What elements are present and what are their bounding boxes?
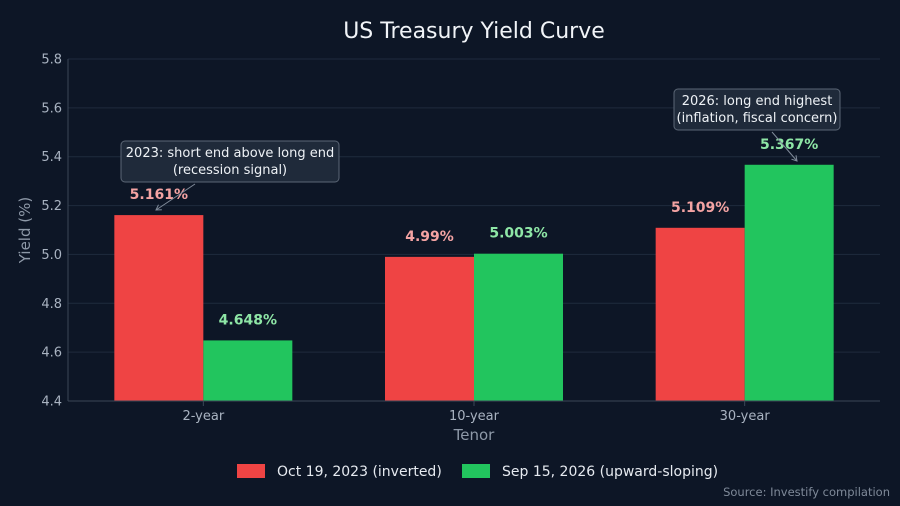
y-axis-label: Yield (%) bbox=[16, 197, 34, 264]
x-axis-label: Tenor bbox=[453, 426, 496, 444]
axes bbox=[67, 59, 880, 406]
bar bbox=[655, 227, 745, 401]
bars bbox=[114, 164, 834, 401]
annotation-box bbox=[673, 88, 841, 131]
annotations: 2023: short end above long end (recession… bbox=[120, 88, 841, 211]
legend-swatch bbox=[462, 464, 490, 478]
y-tick-label: 5.6 bbox=[41, 101, 62, 116]
data-label: 4.648% bbox=[219, 312, 277, 328]
bar bbox=[203, 340, 293, 401]
data-label: 5.367% bbox=[760, 137, 818, 153]
bar bbox=[385, 256, 474, 401]
annotation-arrowhead bbox=[791, 155, 798, 162]
x-tick-label: 30-year bbox=[720, 409, 771, 424]
y-tick-label: 5.4 bbox=[41, 150, 62, 165]
legend-label: Oct 19, 2023 (inverted) bbox=[277, 464, 442, 480]
annotation-text: (recession signal) bbox=[173, 163, 287, 178]
y-tick-label: 4.4 bbox=[41, 395, 62, 410]
legend: Oct 19, 2023 (inverted) Sep 15, 2026 (upw… bbox=[237, 464, 718, 480]
y-tick-label: 5.0 bbox=[41, 248, 62, 263]
data-labels: 5.161% 4.648% 4.99% 5.003% 5.109% 5.367% bbox=[130, 137, 819, 329]
y-tick-label: 4.8 bbox=[41, 297, 62, 312]
annotation-text: (inflation, fiscal concern) bbox=[677, 111, 838, 126]
chart-title: US Treasury Yield Curve bbox=[343, 19, 605, 44]
x-tick-label: 2-year bbox=[182, 409, 224, 424]
data-label: 4.99% bbox=[405, 229, 454, 245]
data-label: 5.109% bbox=[671, 200, 729, 216]
y-tick-label: 5.8 bbox=[41, 53, 62, 68]
annotation-arrow bbox=[771, 131, 798, 162]
legend-label: Sep 15, 2026 (upward-sloping) bbox=[502, 464, 718, 480]
annotation-text: 2023: short end above long end bbox=[126, 146, 334, 161]
tick-labels: 4.4 4.6 4.8 5.0 5.2 5.4 5.6 5.8 2-year 10-year 30-… bbox=[41, 53, 770, 425]
annotation-arrow bbox=[155, 183, 196, 211]
x-tick-label: 10-year bbox=[449, 409, 500, 424]
bar bbox=[474, 253, 563, 401]
source-note: Source: Investify compilation bbox=[723, 485, 890, 499]
data-label: 5.003% bbox=[489, 226, 547, 242]
bar bbox=[744, 164, 834, 401]
legend-swatch bbox=[237, 464, 265, 478]
y-tick-label: 4.6 bbox=[41, 346, 62, 361]
y-tick-label: 5.2 bbox=[41, 199, 62, 214]
bar bbox=[114, 215, 204, 401]
data-label: 5.161% bbox=[130, 187, 188, 203]
annotation-box bbox=[120, 140, 340, 183]
annotation-text: 2026: long end highest bbox=[682, 94, 833, 109]
annotation-arrowhead bbox=[155, 204, 162, 211]
